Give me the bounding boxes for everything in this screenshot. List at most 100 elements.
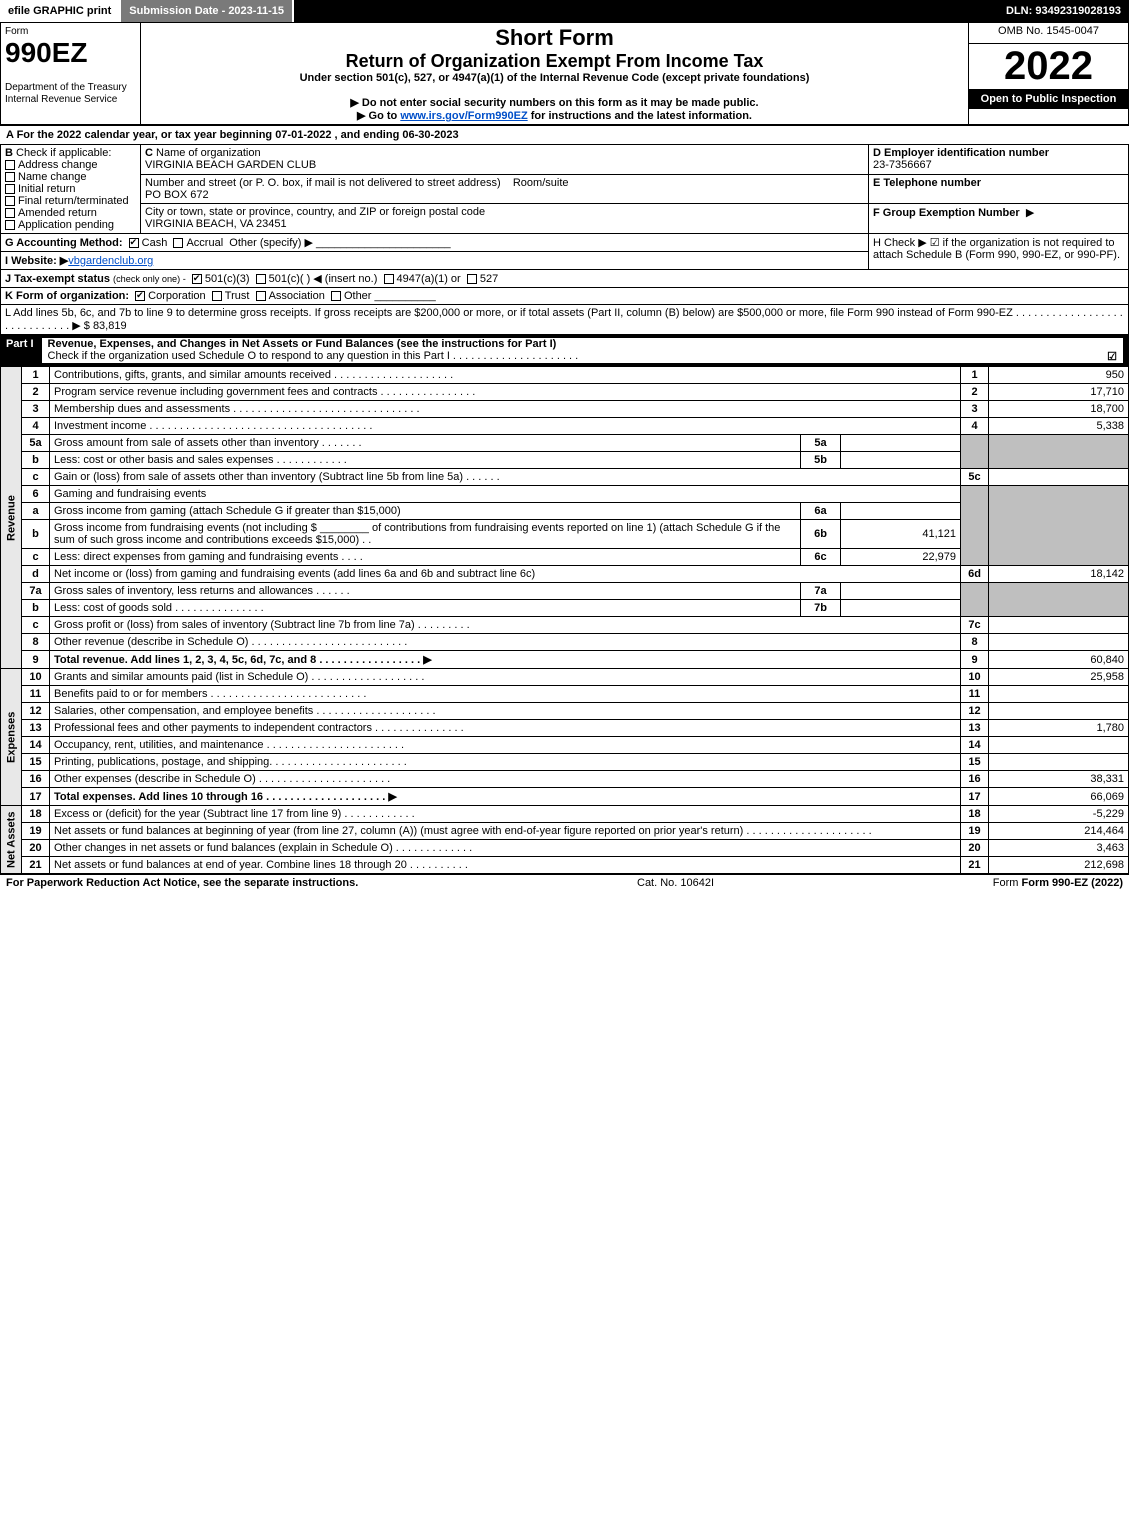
box-f: F Group Exemption Number ▶ [869,204,1129,234]
ln6b-num: b [22,520,50,549]
ln14-rn: 14 [961,737,989,754]
chk-corp[interactable] [135,291,145,301]
org-name: VIRGINIA BEACH GARDEN CLUB [145,159,316,171]
chk-final[interactable] [5,196,15,206]
l-text: L Add lines 5b, 6c, and 7b to line 9 to … [5,307,1123,332]
lbl-cash: Cash [142,237,168,249]
chk-501c3[interactable] [192,274,202,284]
chk-initial[interactable] [5,184,15,194]
footer-mid: Cat. No. 10642I [637,877,714,889]
dept-label: Department of the Treasury [5,82,127,93]
ln5b-text: Less: cost or other basis and sales expe… [50,452,801,469]
form-id-cell: Form 990EZ Department of the Treasury In… [1,23,141,125]
arrow-icon: ▶ [1026,207,1034,219]
g-label: G Accounting Method: [5,237,123,249]
website-link[interactable]: vbgardenclub.org [68,255,153,267]
lbl-accrual: Accrual [186,237,223,249]
part-i-label: Part I [6,338,42,363]
irs-link[interactable]: www.irs.gov/Form990EZ [400,110,527,122]
chk-501c[interactable] [256,274,266,284]
ln5a-sv [841,435,961,452]
chk-other-org[interactable] [331,291,341,301]
lbl-name: Name change [18,171,87,183]
chk-address[interactable] [5,160,15,170]
ln17-num: 17 [22,788,50,806]
ln17-text: Total expenses. Add lines 10 through 16 … [50,788,961,806]
box-c-city: City or town, state or province, country… [141,204,869,234]
ln2-text: Program service revenue including govern… [50,384,961,401]
ein-value: 23-7356667 [873,159,932,171]
form-word: Form [5,26,28,37]
grey-5v [989,435,1129,469]
lbl-other-org: Other [344,290,372,302]
chk-trust[interactable] [212,291,222,301]
ln15-rn: 15 [961,754,989,771]
ln16-rn: 16 [961,771,989,788]
ln7c-amt [989,617,1129,634]
ln17-rn: 17 [961,788,989,806]
ln1-text: Contributions, gifts, grants, and simila… [50,367,961,384]
ln7c-num: c [22,617,50,634]
chk-amended[interactable] [5,208,15,218]
goto-post: for instructions and the latest informat… [528,110,752,122]
ln17-amt: 66,069 [989,788,1129,806]
info-grid: B Check if applicable: Address change Na… [0,144,1129,335]
ln18-text: Excess or (deficit) for the year (Subtra… [50,806,961,823]
omb-cell: OMB No. 1545-0047 [969,23,1129,44]
ln11-num: 11 [22,686,50,703]
ln11-rn: 11 [961,686,989,703]
chk-527[interactable] [467,274,477,284]
footer-right: Form Form 990-EZ (2022) [993,877,1123,889]
ln10-rn: 10 [961,669,989,686]
chk-accrual[interactable] [173,238,183,248]
grey-7 [961,583,989,617]
ln21-text: Net assets or fund balances at end of ye… [50,857,961,874]
header-table: Form 990EZ Department of the Treasury In… [0,22,1129,125]
lbl-501c3: 501(c)(3) [205,273,250,285]
l-amount: 83,819 [93,320,127,332]
ln3-num: 3 [22,401,50,418]
ln11-amt [989,686,1129,703]
ln15-text: Printing, publications, postage, and shi… [50,754,961,771]
c-letter: C [145,147,153,159]
side-expenses: Expenses [1,669,22,806]
ln9-amt: 60,840 [989,651,1129,669]
subtitle: Under section 501(c), 527, or 4947(a)(1)… [145,72,964,84]
ln20-num: 20 [22,840,50,857]
ln6c-num: c [22,549,50,566]
ln18-num: 18 [22,806,50,823]
h-text: H Check ▶ ☑ if the organization is not r… [873,237,1120,261]
chk-cash[interactable] [129,238,139,248]
ln20-rn: 20 [961,840,989,857]
row-l: L Add lines 5b, 6c, and 7b to line 9 to … [1,305,1129,335]
chk-app[interactable] [5,220,15,230]
lbl-corp: Corporation [148,290,205,302]
ln5b-sn: 5b [801,452,841,469]
note-goto: ▶ Go to www.irs.gov/Form990EZ for instru… [145,109,964,122]
ln3-text: Membership dues and assessments . . . . … [50,401,961,418]
ln6a-text: Gross income from gaming (attach Schedul… [50,503,801,520]
box-e: E Telephone number [869,174,1129,204]
ln7b-text: Less: cost of goods sold . . . . . . . .… [50,600,801,617]
ln6a-sn: 6a [801,503,841,520]
ln1-amt: 950 [989,367,1129,384]
ln7a-sn: 7a [801,583,841,600]
ln7b-sn: 7b [801,600,841,617]
goto-pre: ▶ Go to [357,110,400,122]
ln12-text: Salaries, other compensation, and employ… [50,703,961,720]
grey-5 [961,435,989,469]
ln6d-text: Net income or (loss) from gaming and fun… [50,566,961,583]
row-j: J Tax-exempt status (check only one) - 5… [1,270,1129,288]
box-b-label: B [5,147,13,159]
part-i-title-text: Revenue, Expenses, and Changes in Net As… [48,338,557,350]
ln12-rn: 12 [961,703,989,720]
chk-name[interactable] [5,172,15,182]
efile-label: efile GRAPHIC print [0,0,121,22]
ln6b-text: Gross income from fundraising events (no… [50,520,801,549]
ln9-rn: 9 [961,651,989,669]
ln14-text: Occupancy, rent, utilities, and maintena… [50,737,961,754]
chk-4947[interactable] [384,274,394,284]
ln5c-rn: 5c [961,469,989,486]
part-i-table: Revenue 1 Contributions, gifts, grants, … [0,366,1129,874]
chk-assoc[interactable] [256,291,266,301]
